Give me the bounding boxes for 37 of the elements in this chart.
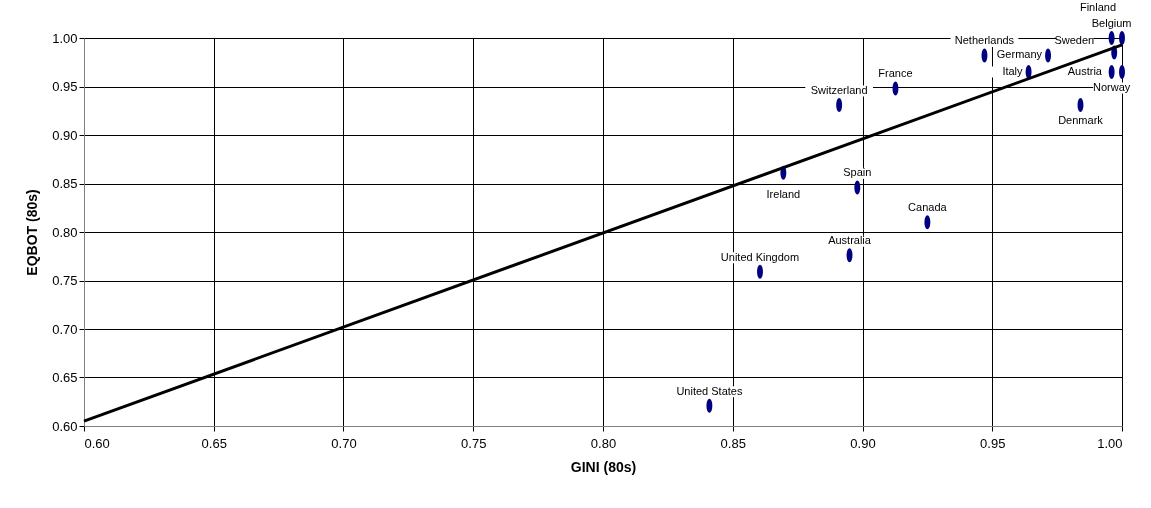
y-tick-label: 0.75	[52, 273, 78, 288]
x-tick-label: 0.65	[201, 435, 227, 451]
annotation: United Kingdom	[720, 250, 800, 263]
y-axis-title: EQBOT (80s)	[24, 189, 41, 276]
x-tick-label: 0.60	[84, 435, 110, 451]
annotation: Switzerland	[810, 83, 868, 96]
x-tick-label: 1.00	[1097, 435, 1123, 451]
x-tick-label: 0.90	[850, 435, 876, 451]
annotation: France	[878, 67, 913, 80]
y-tick-label: 0.65	[52, 370, 78, 385]
annotation: Norway	[1092, 80, 1131, 93]
annotation: Canada	[908, 201, 948, 214]
x-tick-label: 0.80	[590, 435, 617, 451]
y-tick-label: 0.85	[52, 176, 78, 191]
annotation: Australia	[828, 234, 872, 247]
x-axis-title: GINI (80s)	[570, 458, 637, 475]
annotation: Sweden	[1054, 33, 1095, 46]
annotation: Austria	[1067, 64, 1103, 77]
x-tick-label: 0.70	[331, 435, 357, 451]
annotation: United States	[676, 384, 743, 397]
annotation: Italy	[1002, 64, 1024, 77]
y-tick-label: 0.90	[52, 127, 78, 143]
annotation: Finland	[1079, 1, 1116, 13]
x-tick-label: 0.85	[720, 435, 746, 451]
x-tick-label: 0.95	[980, 435, 1006, 451]
x-tick-label: 0.75	[461, 435, 487, 451]
annotation: Netherlands	[954, 34, 1015, 47]
y-tick-label: 0.95	[52, 79, 78, 94]
annotation: Denmark	[1058, 113, 1104, 126]
annotation: Germany	[996, 48, 1043, 61]
y-tick-label: 1.00	[52, 30, 78, 46]
annotation: Belgium	[1091, 17, 1132, 29]
annotation: Spain	[843, 166, 872, 179]
annotation: Ireland	[766, 187, 801, 200]
y-tick-label: 0.70	[52, 321, 78, 337]
y-tick-label: 0.60	[52, 418, 78, 434]
y-tick-label: 0.80	[52, 224, 78, 240]
